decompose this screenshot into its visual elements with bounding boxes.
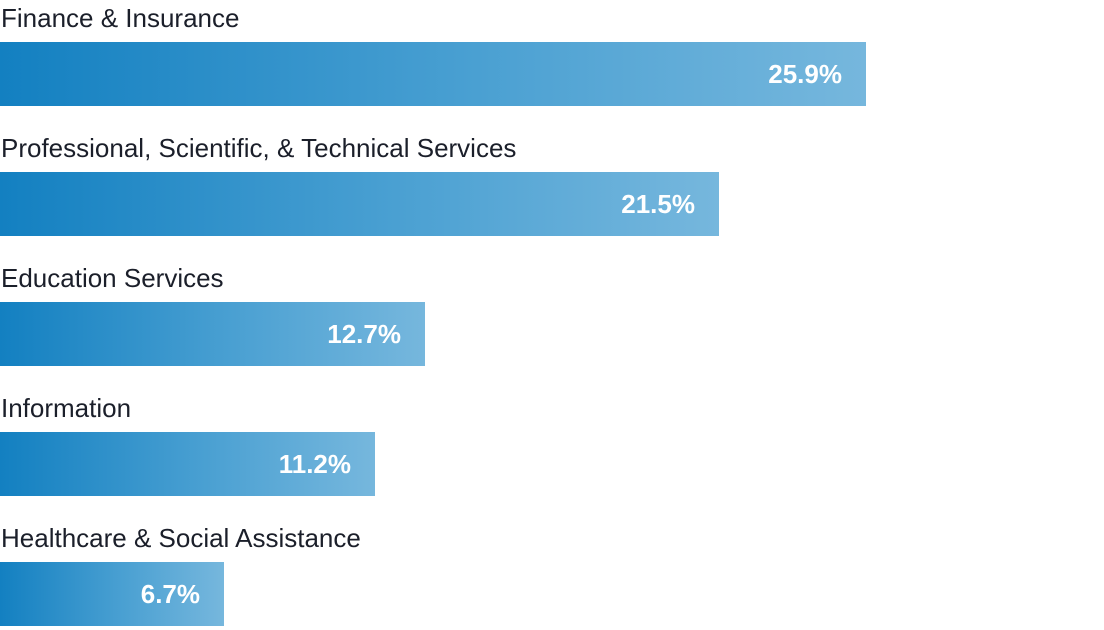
bar-row: Education Services 12.7%: [0, 260, 1104, 370]
category-label: Professional, Scientific, & Technical Se…: [1, 133, 517, 163]
category-label: Information: [1, 393, 132, 423]
bar-value-label: 25.9%: [768, 59, 842, 89]
category-label: Healthcare & Social Assistance: [1, 523, 361, 553]
bar: 25.9%: [0, 42, 866, 106]
bar-value-label: 11.2%: [278, 449, 351, 479]
bar: 12.7%: [0, 302, 425, 366]
bar-value-label: 21.5%: [621, 189, 695, 219]
bar: 21.5%: [0, 172, 719, 236]
bar-value-label: 12.7%: [327, 319, 401, 349]
bar-row: Information 11.2%: [0, 390, 1104, 500]
category-label: Education Services: [1, 263, 224, 293]
bar-row: Healthcare & Social Assistance 6.7%: [0, 520, 1104, 630]
category-label: Finance & Insurance: [1, 3, 240, 33]
bar-value-label: 6.7%: [140, 579, 200, 609]
bar-row: Professional, Scientific, & Technical Se…: [0, 130, 1104, 240]
bar: 11.2%: [0, 432, 375, 496]
bar-row: Finance & Insurance 25.9%: [0, 0, 1104, 110]
bar: 6.7%: [0, 562, 224, 626]
